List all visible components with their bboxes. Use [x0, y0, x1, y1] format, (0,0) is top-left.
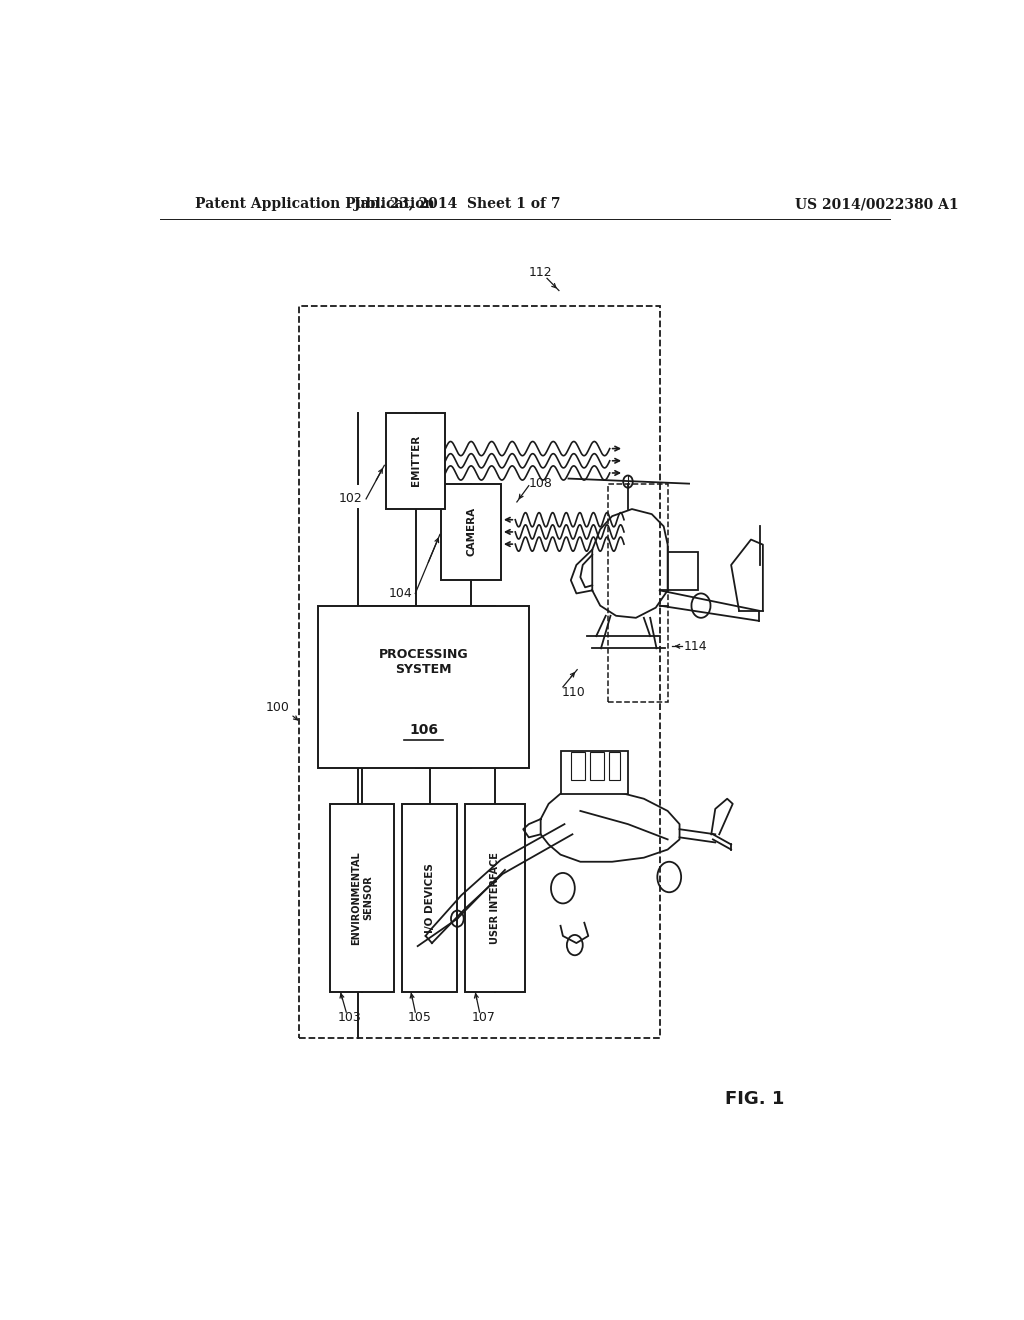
Text: 100: 100 — [265, 701, 289, 714]
Text: EMITTER: EMITTER — [411, 436, 421, 486]
Text: I/O DEVICES: I/O DEVICES — [425, 863, 434, 933]
Bar — [570, 752, 585, 780]
Bar — [668, 552, 697, 590]
Bar — [299, 306, 659, 1038]
Text: 110: 110 — [562, 685, 586, 698]
Text: ENVIRONMENTAL
SENSOR: ENVIRONMENTAL SENSOR — [351, 851, 373, 945]
Text: 107: 107 — [472, 1011, 496, 1024]
Bar — [386, 412, 445, 510]
Text: CAMERA: CAMERA — [466, 507, 476, 557]
Bar — [590, 752, 604, 780]
Bar — [441, 483, 501, 581]
Text: US 2014/0022380 A1: US 2014/0022380 A1 — [795, 197, 958, 211]
Text: Jan. 23, 2014  Sheet 1 of 7: Jan. 23, 2014 Sheet 1 of 7 — [354, 197, 560, 211]
Bar — [560, 751, 628, 793]
Text: 103: 103 — [338, 1011, 361, 1024]
Bar — [465, 804, 524, 991]
Bar — [318, 606, 528, 768]
Text: 102: 102 — [339, 492, 362, 506]
Text: USER INTERFACE: USER INTERFACE — [490, 851, 500, 944]
Text: PROCESSING
SYSTEM: PROCESSING SYSTEM — [379, 648, 468, 676]
Bar — [608, 483, 668, 702]
Text: FIG. 1: FIG. 1 — [725, 1089, 784, 1107]
Text: 114: 114 — [684, 640, 708, 653]
Bar — [609, 752, 621, 780]
Text: 104: 104 — [388, 587, 412, 599]
Text: 106: 106 — [410, 722, 438, 737]
Text: Patent Application Publication: Patent Application Publication — [196, 197, 435, 211]
Text: 105: 105 — [408, 1011, 431, 1024]
Bar — [331, 804, 394, 991]
Bar — [401, 804, 458, 991]
Text: 108: 108 — [528, 477, 553, 490]
Text: 112: 112 — [528, 265, 553, 279]
